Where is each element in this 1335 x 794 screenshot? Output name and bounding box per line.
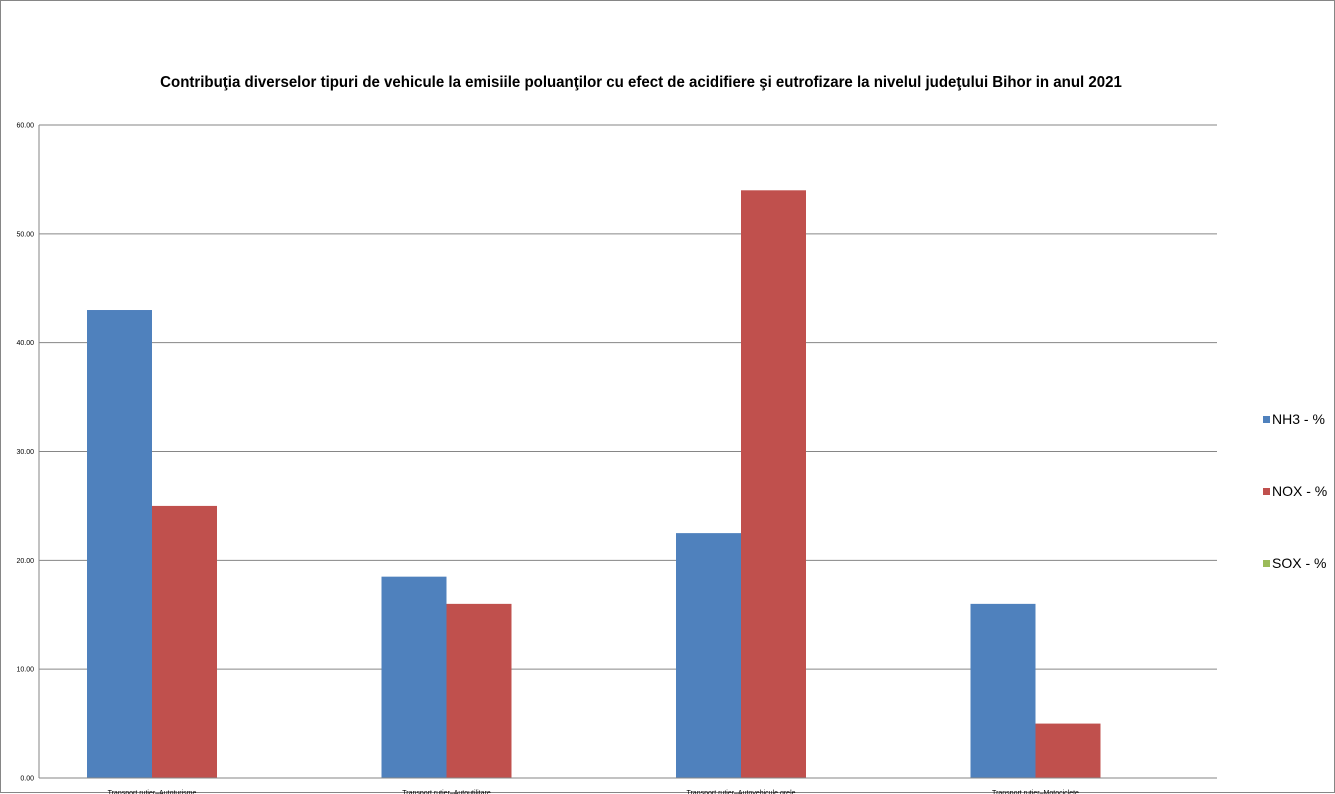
x-category-label: Transport rutier–Autovehicule grele [686, 790, 795, 794]
x-category-label: Transport rutier–Autoturisme [108, 790, 197, 794]
legend-swatch [1263, 559, 1270, 567]
bar-nox [741, 190, 806, 779]
chart-title: Contribuţia diverselor tipuri de vehicul… [160, 74, 1122, 91]
bar-nh3 [87, 310, 152, 778]
y-tick-label: 40.00 [16, 340, 34, 347]
bar-nh3 [676, 533, 741, 778]
bar-nh3 [381, 576, 447, 778]
legend-label: NH3 - % [1272, 411, 1325, 427]
x-category-label: Transport rutier–Autoutilitare [402, 790, 491, 794]
legend-item: NOX - % [1263, 483, 1327, 499]
bar-nox [152, 505, 217, 778]
legend-swatch [1263, 415, 1270, 423]
x-category-label: Transport rutier–Motociclete [992, 790, 1079, 794]
y-tick-label: 50.00 [16, 231, 34, 238]
legend-label: NOX - % [1272, 483, 1328, 499]
y-tick-label: 20.00 [16, 558, 34, 565]
y-tick-label: 30.00 [16, 449, 34, 456]
y-tick-label: 60.00 [16, 123, 34, 130]
y-tick-label: 10.00 [16, 667, 34, 674]
bar-nh3 [970, 603, 1036, 778]
bar-nox [1035, 723, 1101, 778]
legend-label: SOX - % [1272, 555, 1327, 571]
y-tick-label: 0.00 [20, 776, 34, 783]
legend-item: NH3 - % [1263, 411, 1325, 427]
legend-swatch [1263, 487, 1270, 495]
bar-nox [446, 603, 512, 778]
legend-item: SOX - % [1263, 555, 1326, 571]
